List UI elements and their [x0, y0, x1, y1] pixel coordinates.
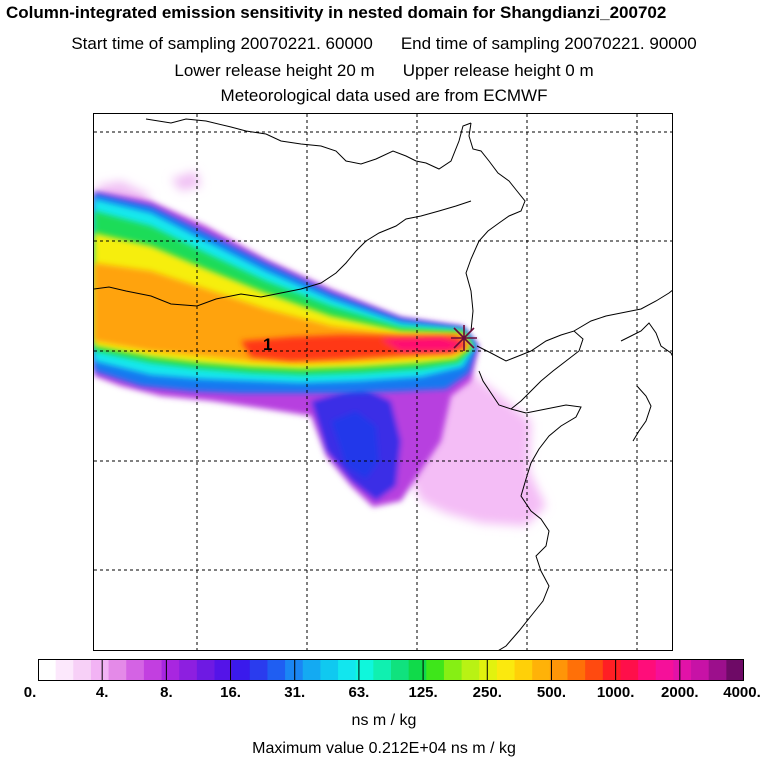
colorbar-tick-label: 4000.	[723, 684, 761, 701]
colorbar-swatch	[161, 659, 180, 681]
colorbar-swatch	[179, 659, 198, 681]
colorbar-tick-label: 125.	[408, 684, 438, 701]
colorbar-swatch	[426, 659, 445, 681]
colorbar-tick-label: 16.	[220, 684, 241, 701]
colorbar-swatch	[338, 659, 357, 681]
max-value-label: Maximum value 0.212E+04 ns m / kg	[252, 740, 516, 757]
colorbar-tick-label: 250.	[472, 684, 502, 701]
emission-map: 1	[94, 114, 672, 650]
upper-release-label: Upper release height 0 m	[402, 61, 594, 80]
units-label: ns m / kg	[351, 712, 417, 729]
start-time-label: Start time of sampling 20070221. 60000	[71, 34, 373, 53]
colorbar-border	[38, 659, 744, 681]
colorbar-tick-label: 0.	[23, 684, 37, 701]
colorbar-swatch	[602, 659, 622, 681]
colorbar-swatch	[126, 659, 145, 681]
plot-title: Column-integrated emission sensitivity i…	[6, 3, 667, 22]
colorbar-swatch	[638, 659, 657, 681]
end-time-label: End time of sampling 20070221. 90000	[400, 34, 697, 53]
colorbar-swatch	[108, 659, 127, 681]
map-grid	[94, 114, 672, 650]
colorbar-swatch	[373, 659, 392, 681]
colorbar-swatch	[567, 659, 586, 681]
colorbar-swatch	[691, 659, 710, 681]
colorbar-swatch	[267, 659, 286, 681]
colorbar-swatch	[532, 659, 551, 681]
release-heights: Lower release height 20 m Upper release h…	[0, 61, 768, 81]
colorbar-swatch	[708, 659, 727, 681]
sampling-times: Start time of sampling 20070221. 60000 En…	[0, 34, 768, 54]
colorbar-tick-label: 1000.	[596, 684, 635, 701]
colorbar-swatch	[549, 659, 569, 681]
colorbar-swatch	[73, 659, 92, 681]
colorbar-swatch	[496, 659, 516, 681]
colorbar-swatch	[514, 659, 533, 681]
colorbar-swatch	[196, 659, 216, 681]
met-data-label: Meteorological data used are from ECMWF	[220, 86, 548, 105]
colorbar	[38, 659, 744, 681]
map-borders	[94, 118, 672, 650]
colorbar-tick-label: 63.	[348, 684, 370, 701]
plume-red-core	[241, 335, 467, 361]
lower-release-label: Lower release height 20 m	[174, 61, 375, 80]
colorbar-swatch	[249, 659, 269, 681]
colorbar-swatch	[55, 659, 74, 681]
colorbar-swatch	[585, 659, 604, 681]
map-panel: 1	[93, 113, 673, 651]
colorbar-swatch	[143, 659, 163, 681]
colorbar-swatch	[355, 659, 374, 681]
colorbar-swatch	[302, 659, 321, 681]
colorbar-swatch	[320, 659, 339, 681]
colorbar-tick-label: 500.	[536, 684, 567, 701]
colorbar-swatch	[214, 659, 233, 681]
colorbar-swatch	[673, 659, 692, 681]
release-label: 1	[263, 335, 272, 354]
colorbar-swatch	[90, 659, 110, 681]
colorbar-swatch	[391, 659, 410, 681]
colorbar-swatch	[443, 659, 463, 681]
colorbar-swatch	[38, 659, 57, 681]
colorbar-tick-label: 4.	[95, 684, 109, 701]
colorbar-swatch	[479, 659, 498, 681]
colorbar-swatch	[655, 659, 674, 681]
colorbar-swatch	[408, 659, 427, 681]
colorbar-swatch	[620, 659, 639, 681]
colorbar-swatch	[461, 659, 480, 681]
colorbar-tick-label: 8.	[160, 684, 173, 701]
colorbar-tick-label: 31.	[284, 684, 306, 701]
colorbar-swatch	[726, 659, 744, 681]
colorbar-tick-label: 2000.	[661, 684, 699, 701]
colorbar-swatch	[232, 659, 251, 681]
colorbar-swatch	[285, 659, 304, 681]
release-site-marker	[451, 325, 477, 351]
